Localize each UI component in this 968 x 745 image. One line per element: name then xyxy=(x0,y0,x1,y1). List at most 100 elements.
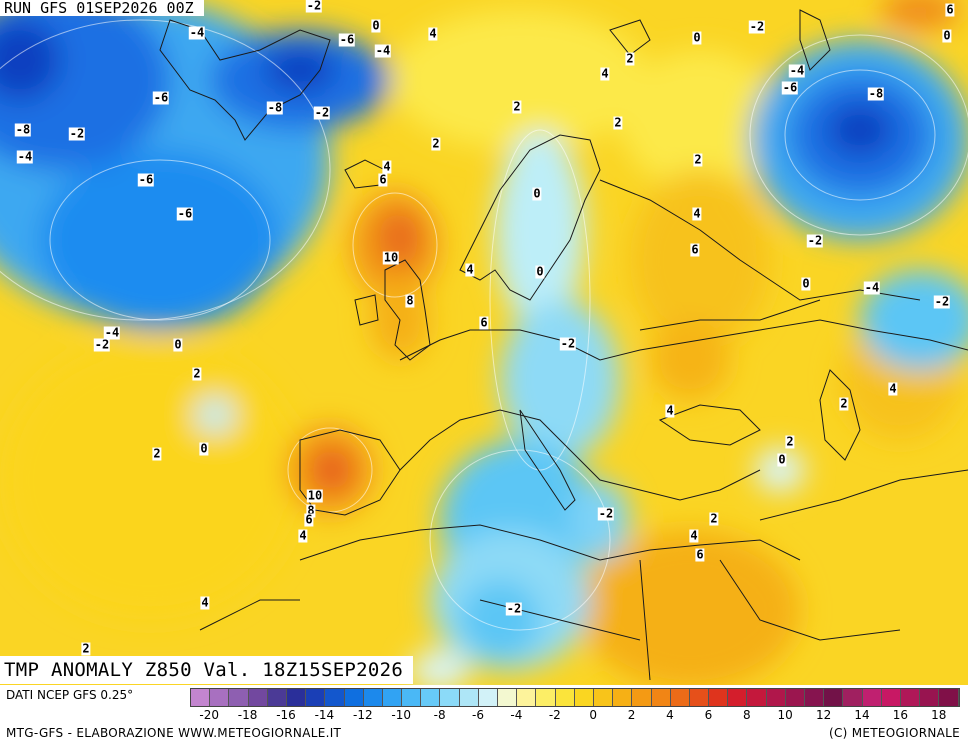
legend-swatch xyxy=(229,689,249,706)
map-title: TMP ANOMALY Z850 Val. 18Z15SEP2026 xyxy=(0,656,414,684)
data-source-label: DATI NCEP GFS 0.25° xyxy=(6,688,134,702)
isolines xyxy=(0,19,968,631)
legend-swatch xyxy=(824,689,844,706)
legend-swatch xyxy=(747,689,767,706)
legend-tick-label: -2 xyxy=(548,708,561,722)
contour-value-label: -2 xyxy=(933,294,951,309)
run-label: RUN GFS 01SEP2026 00Z xyxy=(0,0,204,16)
contour-value-label: 6 xyxy=(479,315,489,330)
legend-swatch xyxy=(613,689,633,706)
contour-value-label: 2 xyxy=(613,115,623,130)
contour-value-label: -6 xyxy=(781,80,799,95)
contour-value-label: 0 xyxy=(535,264,545,279)
contour-value-label: 4 xyxy=(382,159,392,174)
contour-value-label: -6 xyxy=(137,172,155,187)
contour-value-label: 0 xyxy=(692,30,702,45)
color-scale-bar xyxy=(190,688,960,707)
anomaly-map xyxy=(0,0,968,685)
legend-swatch xyxy=(574,689,594,706)
legend-tick-label: 10 xyxy=(777,708,793,722)
contour-value-label: -6 xyxy=(176,206,194,221)
contour-value-label: -4 xyxy=(788,63,806,78)
legend-tick-label: 0 xyxy=(589,708,598,722)
legend-swatch xyxy=(881,689,901,706)
legend-tick-label: -12 xyxy=(352,708,373,722)
contour-value-label: -2 xyxy=(305,0,323,13)
legend-swatch xyxy=(555,689,575,706)
contour-value-label: 0 xyxy=(199,441,209,456)
contour-value-label: -4 xyxy=(103,325,121,340)
legend-swatch xyxy=(632,689,652,706)
contour-value-label: -2 xyxy=(505,601,523,616)
contour-value-label: 2 xyxy=(431,136,441,151)
color-scale-ticks: -20 -18 -16 -14 -12 -10 -8 -6 -4 -2 0 2 4 6 8 10 12 14 16 1… xyxy=(190,708,967,722)
legend-tick-label: 14 xyxy=(854,708,870,722)
legend-tick-label: 16 xyxy=(892,708,909,722)
contour-value-label: 8 xyxy=(405,293,415,308)
legend-tick-label: 18 xyxy=(931,708,947,722)
contour-value-label: 4 xyxy=(428,26,438,41)
legend-swatch xyxy=(670,689,690,706)
contour-value-label: 10 xyxy=(382,250,400,265)
contour-value-label: 4 xyxy=(692,206,702,221)
legend-swatch xyxy=(920,689,940,706)
credit-label: MTG-GFS - ELABORAZIONE WWW.METEOGIORNALE… xyxy=(6,726,342,740)
contour-value-label: 6 xyxy=(695,547,705,562)
legend-swatch xyxy=(363,689,383,706)
legend-swatch xyxy=(344,689,364,706)
legend-tick-label: -8 xyxy=(433,708,446,722)
contour-value-label: 2 xyxy=(152,446,162,461)
contour-value-label: 4 xyxy=(665,403,675,418)
contour-value-label: 0 xyxy=(942,28,952,43)
contour-value-label: -2 xyxy=(559,336,577,351)
contour-value-label: 2 xyxy=(625,51,635,66)
contour-value-label: -2 xyxy=(597,506,615,521)
legend-swatch xyxy=(478,689,498,706)
legend-swatch xyxy=(766,689,786,706)
legend-swatch xyxy=(689,689,710,706)
legend-swatch xyxy=(286,689,307,706)
legend-swatch xyxy=(440,689,460,706)
contour-value-label: 0 xyxy=(532,186,542,201)
copyright-label: (C) METEOGIORNALE xyxy=(828,726,960,740)
contour-value-label: 6 xyxy=(690,242,700,257)
contour-value-label: -8 xyxy=(14,122,32,137)
contour-value-label: 6 xyxy=(945,2,955,17)
legend-swatch xyxy=(651,689,671,706)
contour-value-label: 4 xyxy=(298,528,308,543)
contour-value-label: -8 xyxy=(266,100,284,115)
legend-swatch xyxy=(306,689,326,706)
contour-value-label: 4 xyxy=(689,528,699,543)
map-canvas xyxy=(0,0,968,685)
legend-tick-label: -14 xyxy=(314,708,335,722)
contour-value-label: 4 xyxy=(200,595,210,610)
legend-swatch xyxy=(421,689,441,706)
legend-swatch xyxy=(593,689,614,706)
legend-tick-label: -16 xyxy=(276,708,296,722)
legend-tick-label: 4 xyxy=(666,708,674,722)
contour-value-label: 2 xyxy=(512,99,522,114)
contour-value-label: 8 xyxy=(306,503,316,518)
contour-value-label: 0 xyxy=(777,452,787,467)
legend-tick-label: -18 xyxy=(237,708,258,722)
contour-value-label: -2 xyxy=(806,233,824,248)
legend-tick-label: -20 xyxy=(199,708,219,722)
contour-value-label: -2 xyxy=(93,337,111,352)
contour-value-label: 6 xyxy=(378,172,388,187)
legend-swatch xyxy=(709,689,729,706)
contour-value-label: -6 xyxy=(338,32,356,47)
contour-value-label: 4 xyxy=(888,381,898,396)
contour-value-label: 2 xyxy=(785,434,795,449)
legend-tick-label: 2 xyxy=(627,708,636,722)
contour-value-label: -2 xyxy=(748,19,766,34)
contour-value-label: -4 xyxy=(188,25,206,40)
legend-swatch xyxy=(517,689,537,706)
contour-value-label: 2 xyxy=(192,366,202,381)
legend-swatch xyxy=(939,689,959,706)
contour-value-label: 4 xyxy=(600,66,610,81)
contour-value-label: -2 xyxy=(313,105,331,120)
legend-swatch xyxy=(900,689,921,706)
contour-value-label: 10 xyxy=(306,488,324,503)
contour-value-label: -2 xyxy=(68,126,86,141)
legend-tick-label: -10 xyxy=(391,708,411,722)
